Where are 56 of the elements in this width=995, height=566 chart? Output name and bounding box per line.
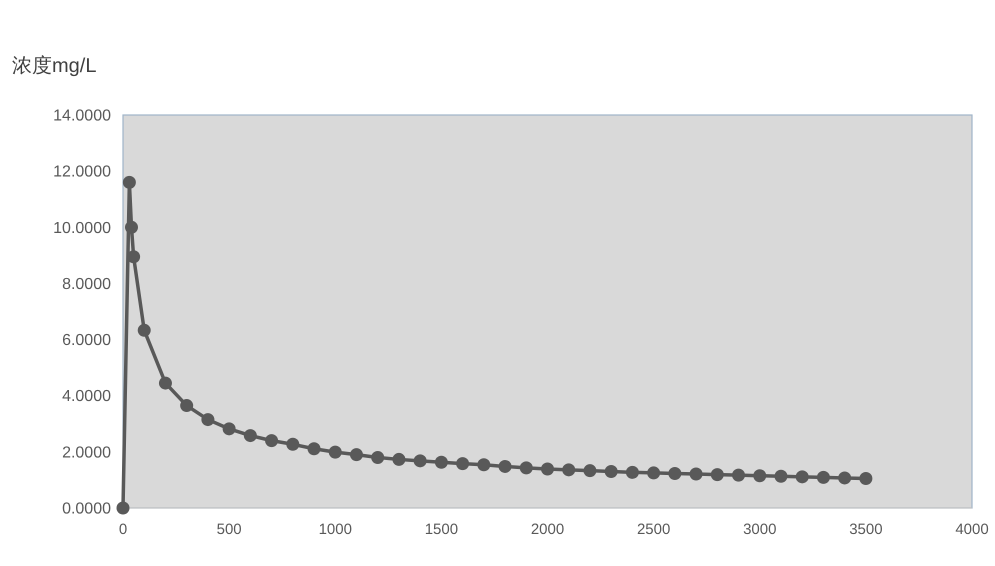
y-tick-label: 0.0000	[62, 500, 112, 518]
point	[498, 460, 512, 473]
point	[626, 466, 639, 479]
point	[201, 413, 214, 426]
point	[180, 399, 194, 412]
point	[690, 468, 703, 481]
point	[520, 461, 533, 474]
point	[434, 456, 448, 469]
point	[456, 457, 470, 470]
point	[350, 448, 363, 462]
point	[371, 450, 384, 464]
point	[774, 470, 788, 483]
y-tick-label: 2.0000	[62, 444, 112, 462]
point	[838, 471, 852, 484]
y-tick-label: 12.0000	[53, 164, 112, 181]
x-tick-label: 0	[118, 521, 128, 538]
point	[541, 462, 554, 476]
x-tick-label: 1500	[424, 521, 458, 538]
x-tick-label: 500	[216, 521, 242, 538]
x-tick-label: 2500	[636, 521, 670, 538]
point	[710, 468, 724, 482]
point	[138, 324, 151, 337]
point	[308, 442, 321, 456]
point	[392, 452, 406, 466]
point	[668, 466, 682, 480]
y-tick-label: 4.0000	[62, 388, 112, 406]
point	[414, 454, 427, 468]
y-tick-label: 14.0000	[53, 108, 112, 124]
point	[796, 470, 809, 484]
x-tick-label: 4000	[955, 521, 989, 538]
y-tick-label: 8.0000	[62, 276, 112, 293]
point	[244, 429, 257, 442]
point	[647, 466, 660, 480]
x-tick-label: 3000	[743, 521, 776, 538]
y-axis-title: 浓度mg/L	[12, 55, 96, 77]
point	[753, 469, 766, 482]
point	[116, 502, 130, 514]
point	[816, 470, 830, 484]
point	[477, 458, 490, 472]
point	[124, 220, 138, 234]
point	[286, 438, 300, 451]
y-tick-label: 10.0000	[53, 220, 112, 237]
point	[732, 468, 746, 482]
point	[328, 446, 342, 459]
y-tick-label: 6.0000	[62, 332, 112, 350]
point	[859, 472, 872, 486]
point	[158, 376, 172, 390]
x-tick-label: 1000	[318, 521, 352, 538]
x-tick-label: 3500	[849, 521, 883, 538]
x-tick-label: 2000	[530, 521, 564, 538]
point	[562, 463, 576, 476]
point	[265, 434, 278, 448]
point	[222, 422, 236, 436]
point	[604, 465, 618, 478]
point	[122, 176, 136, 189]
point	[583, 464, 596, 478]
